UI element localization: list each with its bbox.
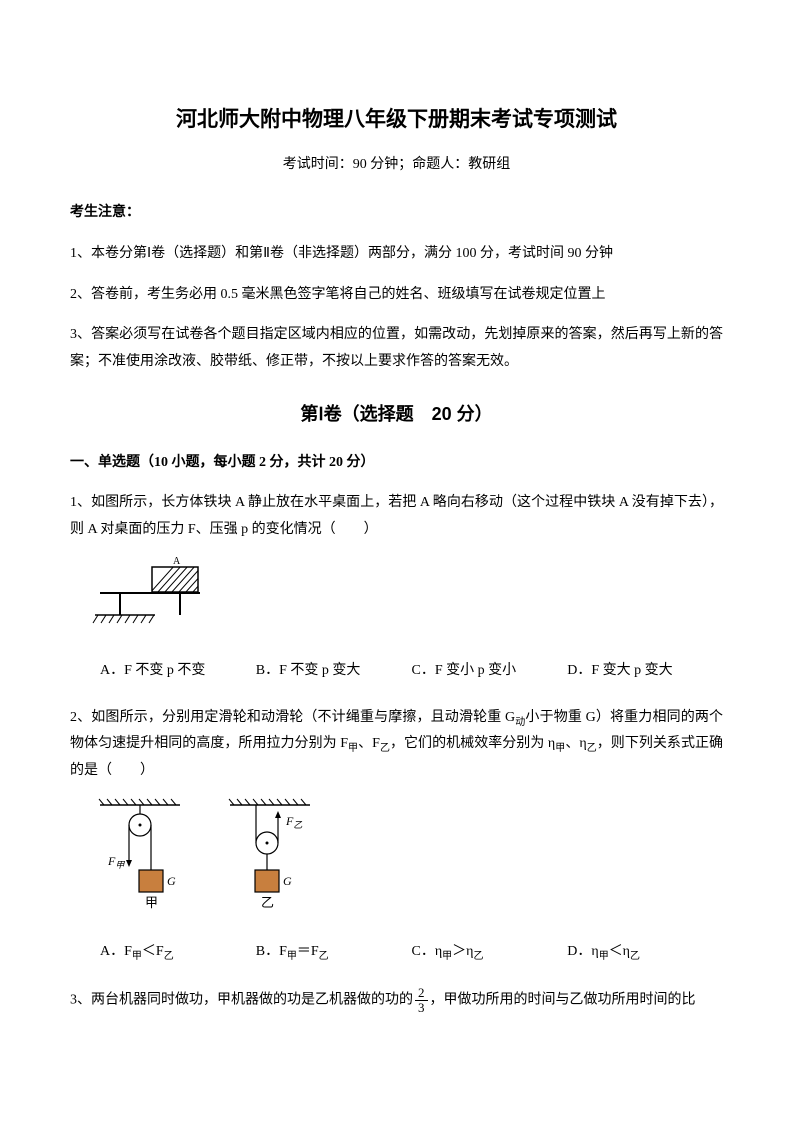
question-1-text: 1、如图所示，长方体铁块 A 静止放在水平桌面上，若把 A 略向右移动（这个过程…: [70, 490, 723, 543]
svg-text:A: A: [173, 556, 181, 567]
q1-option-c: C．F 变小 p 变小: [412, 658, 568, 685]
question-2-text: 2、如图所示，分别用定滑轮和动滑轮（不计绳重与摩擦，且动滑轮重 G动小于物重 G…: [70, 705, 723, 785]
q2-option-d: D．η甲＜η乙: [567, 939, 723, 966]
q2-option-a: A．F甲＜F乙: [100, 939, 256, 966]
exam-subtitle: 考试时间：90 分钟；命题人：教研组: [70, 152, 723, 179]
question-2-figure: F甲 G 甲 F乙 G 乙: [90, 795, 723, 926]
svg-text:F乙: F乙: [285, 814, 302, 830]
question-1-options: A．F 不变 p 不变 B．F 不变 p 变大 C．F 变小 p 变小 D．F …: [100, 658, 723, 685]
section1-heading: 一、单选题（10 小题，每小题 2 分，共计 20 分）: [70, 450, 723, 477]
question-1-figure: A: [90, 553, 723, 644]
svg-text:G: G: [283, 874, 292, 888]
svg-text:甲: 甲: [145, 895, 158, 910]
question-2-options: A．F甲＜F乙 B．F甲＝F乙 C．η甲＞η乙 D．η甲＜η乙: [100, 939, 723, 966]
notice-heading: 考生注意：: [70, 200, 723, 227]
question-3-text: 3、两台机器同时做功，甲机器做的功是乙机器做的功的23，甲做功所用的时间与乙做功…: [70, 986, 723, 1014]
q1-option-d: D．F 变大 p 变大: [567, 658, 723, 685]
q2-option-b: B．F甲＝F乙: [256, 939, 412, 966]
q1-option-b: B．F 不变 p 变大: [256, 658, 412, 685]
svg-text:F甲: F甲: [107, 854, 125, 870]
part1-title: 第Ⅰ卷（选择题 20 分）: [70, 397, 723, 431]
notice-item-1: 1、本卷分第Ⅰ卷（选择题）和第Ⅱ卷（非选择题）两部分，满分 100 分，考试时间…: [70, 241, 723, 268]
q2-option-c: C．η甲＞η乙: [412, 939, 568, 966]
q1-option-a: A．F 不变 p 不变: [100, 658, 256, 685]
notice-item-2: 2、答卷前，考生务必用 0.5 毫米黑色签字笔将自己的姓名、班级填写在试卷规定位…: [70, 282, 723, 309]
svg-text:G: G: [167, 874, 176, 888]
exam-title: 河北师大附中物理八年级下册期末考试专项测试: [70, 100, 723, 140]
svg-text:乙: 乙: [261, 895, 274, 910]
notice-item-3: 3、答案必须写在试卷各个题目指定区域内相应的位置，如需改动，先划掉原来的答案，然…: [70, 322, 723, 375]
